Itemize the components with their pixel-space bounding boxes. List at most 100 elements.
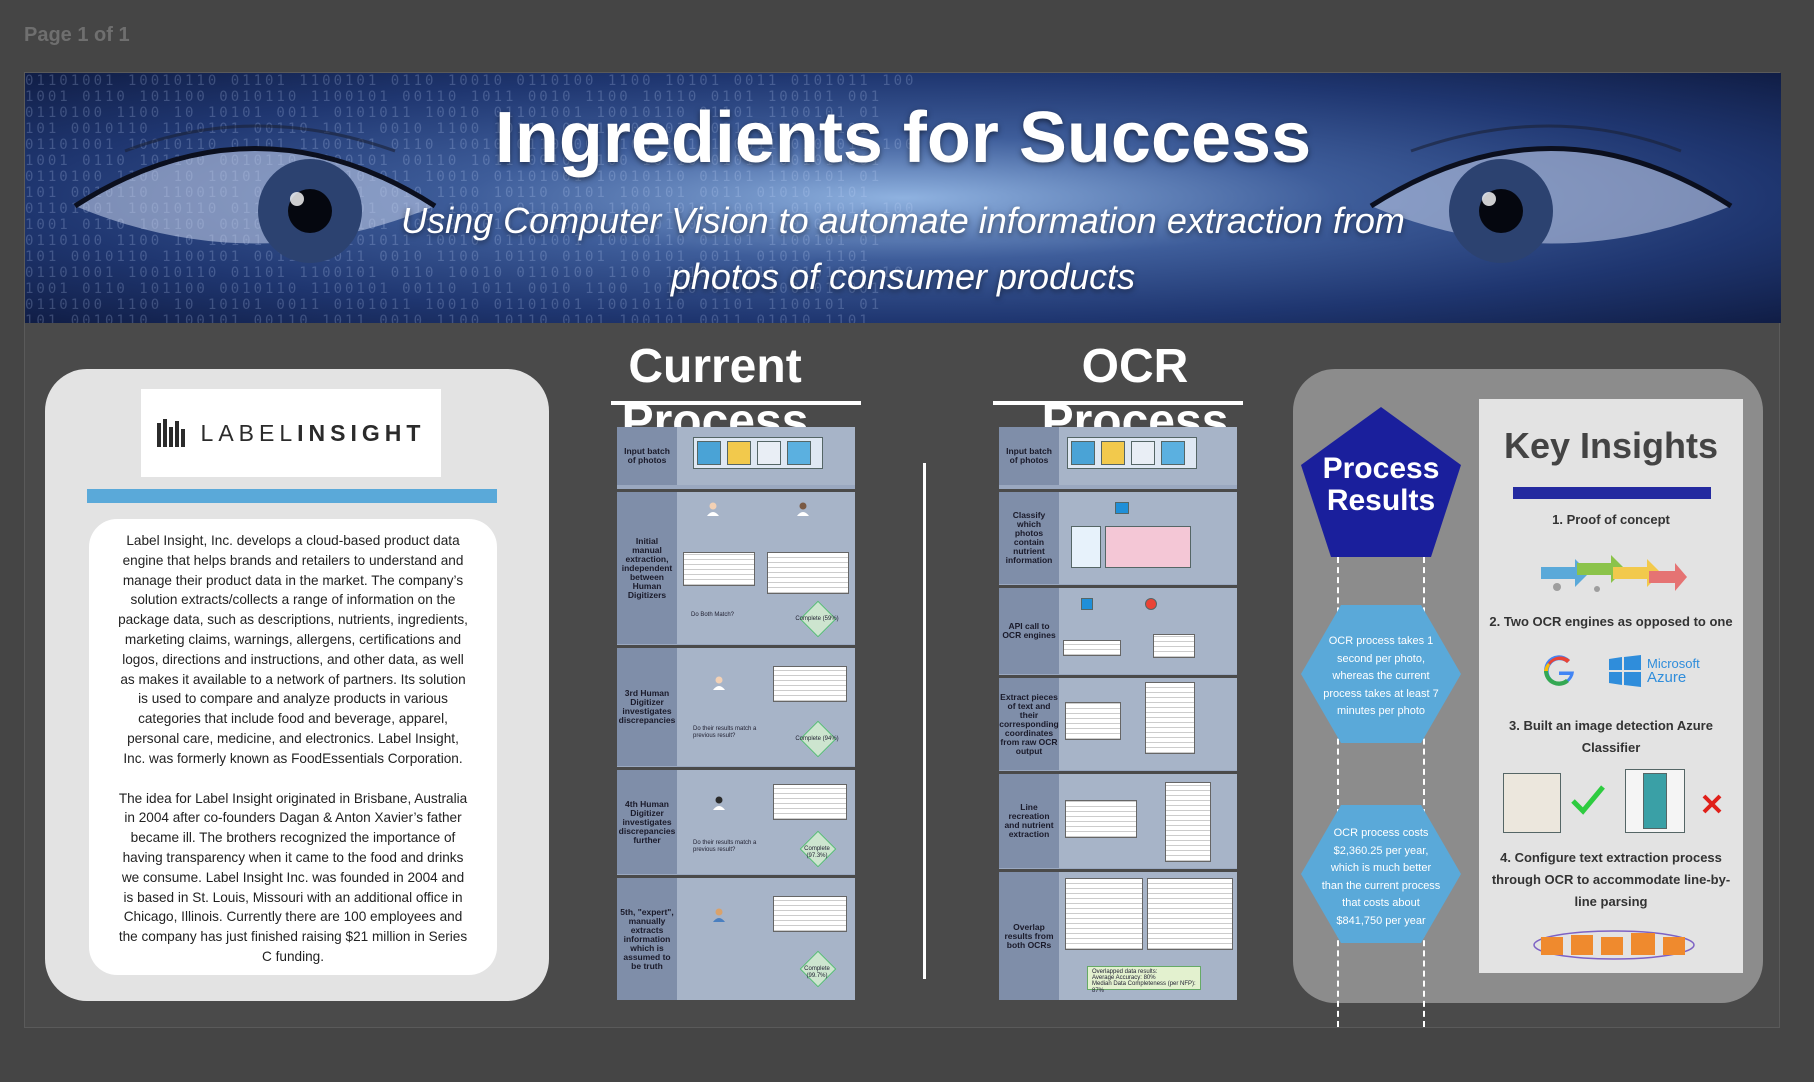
ocr-output-table xyxy=(1153,634,1195,658)
blue-divider xyxy=(87,489,497,503)
product-photo xyxy=(1071,441,1095,465)
poster-subtitle: Using Computer Vision to automate inform… xyxy=(401,200,1405,297)
company-history-paragraph: The idea for Label Insight originated in… xyxy=(118,790,468,964)
ocr-step-overlap: Overlap results from both OCRs Overlappe… xyxy=(999,869,1237,1000)
raw-ocr-output xyxy=(1065,702,1121,740)
current-step-third-digitizer: 3rd Human Digitizer investigates discrep… xyxy=(617,645,855,766)
product-photo xyxy=(757,441,781,465)
human-digitizer-icon xyxy=(707,502,719,516)
step-label: Input batch of photos xyxy=(999,427,1059,485)
extracted-data-table xyxy=(767,552,849,594)
engine-results-table xyxy=(1065,878,1143,950)
line-parsing-cubes-icon xyxy=(1533,930,1695,960)
ocr-step-line-recreation: Line recreation and nutrient extraction xyxy=(999,771,1237,868)
ocr-output-table xyxy=(1063,640,1121,656)
product-photo xyxy=(1161,441,1185,465)
key-insights-title: Key Insights xyxy=(1503,425,1719,466)
step-label: Classify which photos contain nutrient i… xyxy=(999,492,1059,584)
engine-results-table xyxy=(1147,878,1233,950)
extracted-data-table xyxy=(683,552,755,586)
overlap-summary: Overlapped data results: Average Accurac… xyxy=(1087,966,1201,994)
google-logo-icon xyxy=(1544,655,1575,686)
step-label: 3rd Human Digitizer investigates discrep… xyxy=(617,648,677,766)
step-label: Overlap results from both OCRs xyxy=(999,872,1059,1000)
ocr-step-api-call: API call to OCR engines xyxy=(999,585,1237,674)
ocr-process-flowchart: Input batch of photos Classify which pho… xyxy=(999,427,1237,1000)
process-results-title: Process Results xyxy=(1322,452,1440,517)
extracted-data-table xyxy=(773,784,847,820)
current-step-expert: 5th, "expert", manually extracts informa… xyxy=(617,875,855,1000)
logo-wordmark: LABELINSIGHT xyxy=(200,419,426,446)
completion-rate: Complete (99.7%) xyxy=(804,966,830,979)
decision-question: Do their results match a previous result… xyxy=(693,840,757,853)
x-mark-icon xyxy=(1702,794,1722,814)
human-digitizer-icon xyxy=(797,502,809,516)
step-label: Initial manual extraction, independent b… xyxy=(617,492,677,644)
time-result-hexagon xyxy=(1301,605,1461,743)
overlap-average-accuracy: Average Accuracy: 80% xyxy=(1092,975,1156,981)
step-label: Line recreation and nutrient extraction xyxy=(999,774,1059,868)
completion-rate: Complete (94%) xyxy=(795,736,839,742)
completion-rate: Complete (59%) xyxy=(795,616,839,622)
overlap-median-completeness: Median Data Completeness (per NFP): 87% xyxy=(1092,981,1196,994)
current-process-underline xyxy=(611,401,861,405)
product-photo xyxy=(1131,441,1155,465)
current-step-initial-extraction: Initial manual extraction, independent b… xyxy=(617,489,855,644)
current-step-fourth-digitizer: 4th Human Digitizer investigates discrep… xyxy=(617,767,855,874)
ocr-process-underline xyxy=(993,401,1243,405)
expert-digitizer-icon xyxy=(713,908,725,922)
human-digitizer-icon xyxy=(713,676,725,690)
company-description-paragraph: Label Insight, Inc. develops a cloud-bas… xyxy=(118,533,468,766)
barcode-logo-icon xyxy=(156,419,185,447)
decision-question: Do their results match a previous result… xyxy=(693,726,757,739)
azure-classifier-icon xyxy=(1115,502,1129,514)
right-eye-graphic xyxy=(1369,124,1733,263)
poster-page: 01101001 10010110 01101 1100101 0110 100… xyxy=(24,72,1781,1028)
non-nutrition-photos xyxy=(1105,526,1191,568)
nutrition-label-photo xyxy=(1503,773,1561,833)
human-digitizer-icon xyxy=(713,796,725,810)
key-insights-panel: Key Insights 1. Proof of concept 2. Two … xyxy=(1479,399,1743,973)
cost-result-text: OCR process costs $2,360.25 per year, wh… xyxy=(1321,827,1441,927)
step-label: Input batch of photos xyxy=(617,427,677,485)
azure-label-line-2: Azure xyxy=(1647,669,1687,686)
coordinate-output xyxy=(1145,682,1195,754)
time-result-text: OCR process takes 1 second per photo, wh… xyxy=(1323,635,1439,717)
results-card: Process Results OCR process takes 1 seco… xyxy=(1293,369,1763,1027)
label-insight-logo: LABELINSIGHT xyxy=(141,389,441,477)
key-insights-underline xyxy=(1513,487,1711,499)
spice-jar-photo xyxy=(1643,773,1667,829)
product-photo xyxy=(1101,441,1125,465)
check-mark-icon xyxy=(1571,785,1605,815)
insight-1: 1. Proof of concept xyxy=(1552,512,1670,527)
azure-label-line-1: Microsoft xyxy=(1647,656,1700,671)
nutrient-table xyxy=(1165,782,1211,862)
ocr-step-classify: Classify which photos contain nutrient i… xyxy=(999,489,1237,584)
left-eye-graphic xyxy=(73,124,437,263)
dashed-connector xyxy=(1337,557,1339,1027)
current-step-input: Input batch of photos xyxy=(617,427,855,485)
ocr-step-extract-text: Extract pieces of text and their corresp… xyxy=(999,675,1237,770)
completion-rate: Complete (97.3%) xyxy=(804,846,830,859)
product-photo xyxy=(697,441,721,465)
company-description: Label Insight, Inc. develops a cloud-bas… xyxy=(89,519,497,975)
insight-2: 2. Two OCR engines as opposed to one xyxy=(1489,614,1733,629)
ocr-step-input: Input batch of photos xyxy=(999,427,1237,485)
decision-question: Do Both Match? xyxy=(691,612,735,618)
step-label: 4th Human Digitizer investigates discrep… xyxy=(617,770,677,874)
nutrition-photo xyxy=(1071,526,1101,568)
step-label: API call to OCR engines xyxy=(999,588,1059,674)
insight-3: 3. Built an image detection Azure Classi… xyxy=(1509,718,1713,755)
company-card: LABELINSIGHT Label Insight, Inc. develop… xyxy=(45,369,549,1001)
dashed-connector xyxy=(1423,557,1425,1027)
azure-ocr-icon xyxy=(1081,598,1093,610)
overlap-summary-heading: Overlapped data results: xyxy=(1092,969,1158,975)
google-ocr-icon xyxy=(1145,598,1157,610)
poster-title: Ingredients for Success xyxy=(494,98,1312,178)
product-photo xyxy=(787,441,811,465)
cost-result-hexagon xyxy=(1301,805,1461,943)
insight-4: 4. Configure text extraction process thr… xyxy=(1491,850,1731,909)
current-process-flowchart: Input batch of photos Initial manual ext… xyxy=(617,427,855,1000)
step-label: Extract pieces of text and their corresp… xyxy=(999,678,1059,770)
banner: 01101001 10010110 01101 1100101 0110 100… xyxy=(25,73,1781,323)
